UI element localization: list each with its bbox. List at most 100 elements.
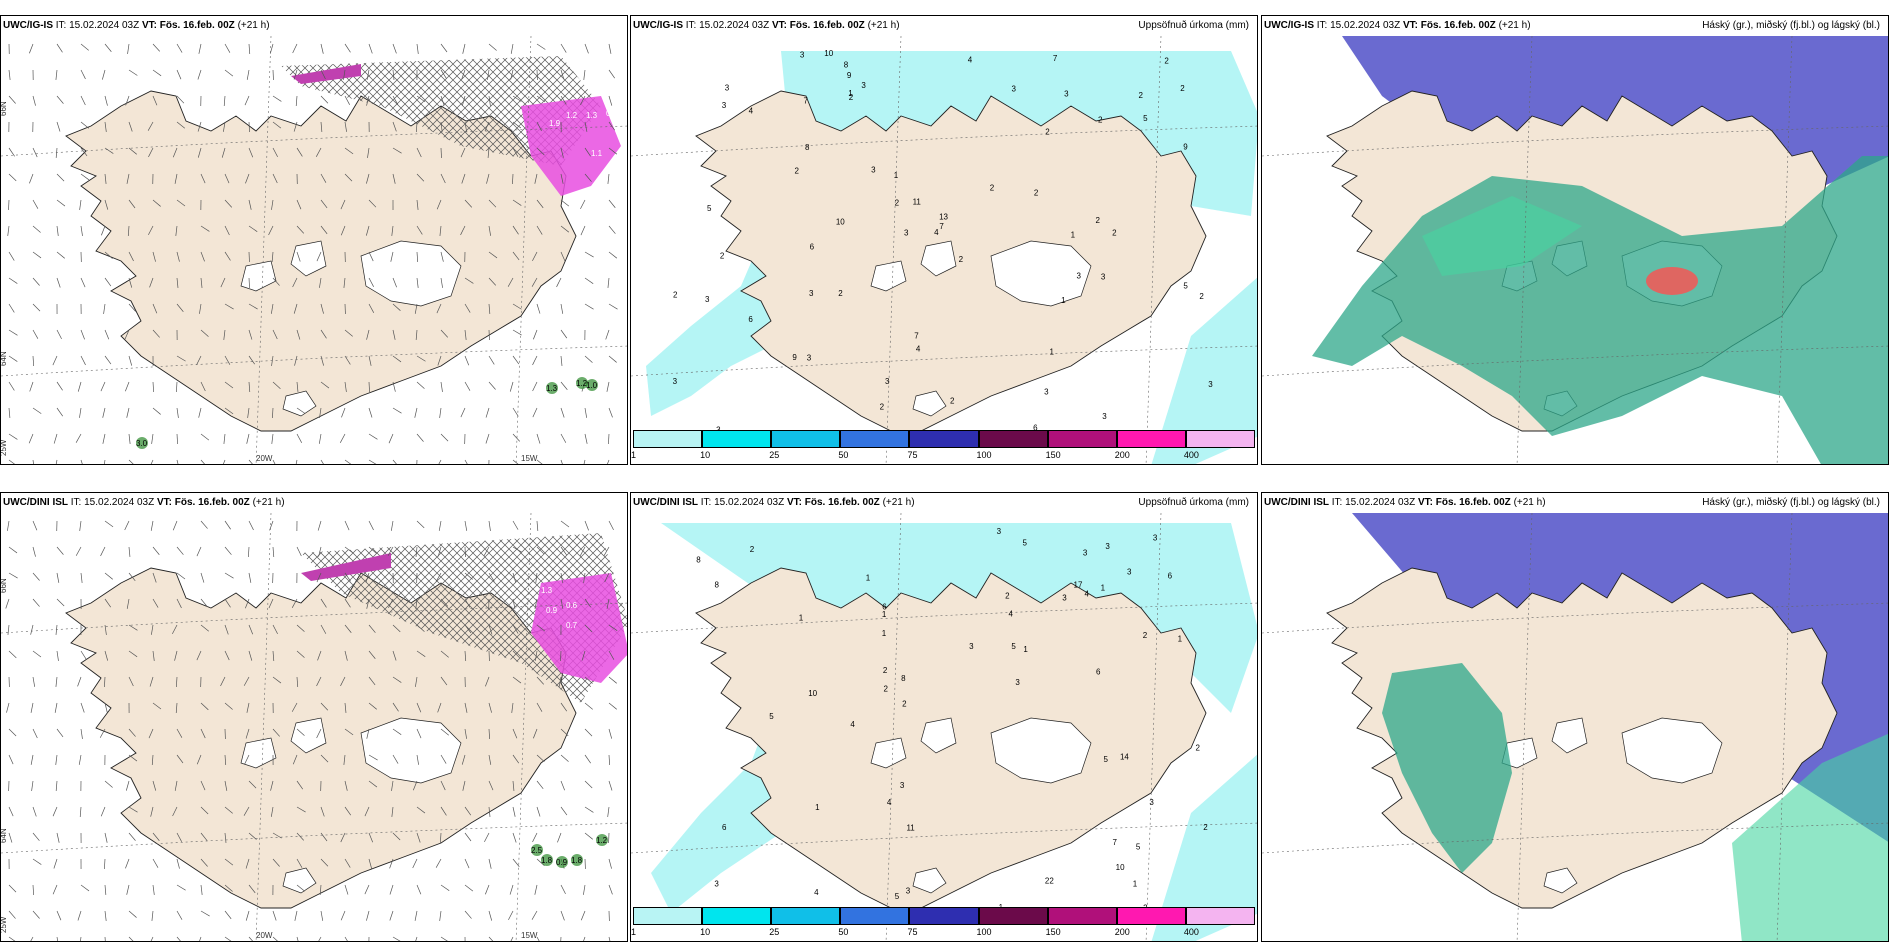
- precip-value: 10: [1116, 863, 1125, 872]
- wind-barb: [512, 780, 515, 791]
- axis-label-lon20: 20W: [256, 454, 273, 463]
- wind-barb: [608, 355, 617, 363]
- wind-barb: [510, 43, 514, 54]
- precip-value: 2: [883, 666, 888, 675]
- wind-barb: [128, 650, 138, 658]
- wind-barb: [272, 832, 282, 839]
- wind-barb: [536, 199, 544, 209]
- wind-barb: [344, 381, 347, 392]
- wind-barb: [608, 121, 615, 131]
- hatch-area: [301, 533, 627, 703]
- precip-value: 3: [705, 295, 710, 304]
- wind-barb: [32, 407, 42, 414]
- wind-barb: [512, 728, 518, 739]
- wind-barb: [8, 546, 18, 554]
- wind-barb: [488, 780, 494, 791]
- wind-barb: [487, 147, 490, 158]
- it-value: 15.02.2024 03Z: [699, 20, 770, 31]
- precip-value: 11: [913, 197, 922, 206]
- precip-value: 3: [997, 527, 1002, 536]
- wind-barb: [392, 624, 401, 633]
- wind-barb: [416, 277, 419, 288]
- wind-barb: [608, 251, 618, 259]
- wind-barb: [128, 355, 133, 366]
- wind-barb: [248, 303, 258, 310]
- wind-barb: [416, 381, 425, 389]
- precip-value: 2: [1098, 115, 1103, 124]
- wind-barb: [32, 520, 38, 531]
- wind-precip-value: 1.0: [586, 381, 598, 390]
- wind-barb: [55, 459, 58, 464]
- wind-barb: [560, 199, 570, 207]
- wind-barb: [243, 676, 250, 686]
- wind-barb: [536, 702, 543, 712]
- wind-barb: [485, 676, 490, 687]
- wind-barb: [296, 650, 305, 658]
- wind-barb: [584, 676, 593, 684]
- wind-barb: [32, 650, 42, 658]
- colorbar-label: 150: [1045, 450, 1061, 460]
- wind-barb: [440, 329, 449, 338]
- wind-barb: [464, 858, 470, 869]
- panel-header: UWC/DINI ISL IT: 15.02.2024 03Z VT: Fös.…: [1262, 493, 1888, 513]
- wind-barb: [438, 520, 442, 531]
- wind-barb: [8, 433, 18, 440]
- wind-barb: [8, 329, 18, 336]
- wind-barb: [389, 858, 394, 869]
- wind-barb: [608, 858, 612, 869]
- glacier-0: [1621, 717, 1723, 784]
- wind-barb: [608, 147, 618, 155]
- wind-barb: [488, 355, 495, 365]
- wind-barb: [176, 832, 183, 842]
- wind-barb: [488, 199, 497, 208]
- wind-barb: [464, 910, 472, 919]
- wind-barb: [512, 624, 519, 634]
- wind-barb: [341, 407, 346, 418]
- graticule-lat: [1, 822, 627, 854]
- wind-barb: [148, 728, 154, 739]
- wind-barb: [392, 459, 397, 464]
- wind-barb: [368, 858, 372, 869]
- wind-barb: [296, 225, 305, 234]
- precip-value: 1: [894, 171, 899, 180]
- colorbar-swatch: [702, 430, 772, 448]
- panel-header: UWC/IG-IS IT: 15.02.2024 03Z VT: Fös. 16…: [1, 16, 627, 36]
- map-panel-wind-bottom: UWC/DINI ISL IT: 15.02.2024 03Z VT: Fös.…: [0, 492, 628, 942]
- wind-barb: [412, 858, 418, 869]
- wind-barb: [584, 121, 588, 132]
- wind-barb: [340, 225, 346, 236]
- wind-barb: [364, 884, 370, 895]
- wind-barb: [248, 624, 254, 635]
- wind-barb: [272, 910, 277, 921]
- wind-barb: [128, 546, 131, 557]
- wind-barb: [532, 832, 538, 843]
- wind-barb: [246, 433, 250, 444]
- wind-barb: [8, 572, 18, 579]
- wind-barb: [296, 728, 305, 736]
- wind-barb: [152, 546, 160, 555]
- wind-barb: [368, 624, 376, 633]
- precip-blob: [541, 854, 553, 866]
- precip-value: 3: [885, 377, 890, 386]
- wind-barb: [80, 121, 89, 129]
- wind-barb: [245, 728, 250, 739]
- wind-barb: [584, 702, 593, 710]
- wind-barb: [536, 459, 543, 464]
- colorbar-swatch: [840, 430, 910, 448]
- wind-barb: [512, 546, 522, 553]
- wind-barb: [579, 546, 586, 556]
- snow-area-pink: [531, 573, 627, 683]
- precip-value: 4: [968, 56, 973, 65]
- wind-barb: [488, 910, 493, 921]
- wind-barb: [29, 173, 34, 184]
- wind-barb: [248, 277, 250, 289]
- graticule-lat: [1, 125, 627, 157]
- wind-barb: [8, 806, 14, 817]
- wind-barb: [464, 598, 471, 608]
- wind-barb: [224, 702, 233, 710]
- wind-barb: [344, 650, 348, 661]
- wind-barb: [317, 650, 322, 661]
- wind-barb: [392, 173, 396, 184]
- wind-barb: [392, 832, 401, 841]
- wind-barb: [149, 676, 154, 687]
